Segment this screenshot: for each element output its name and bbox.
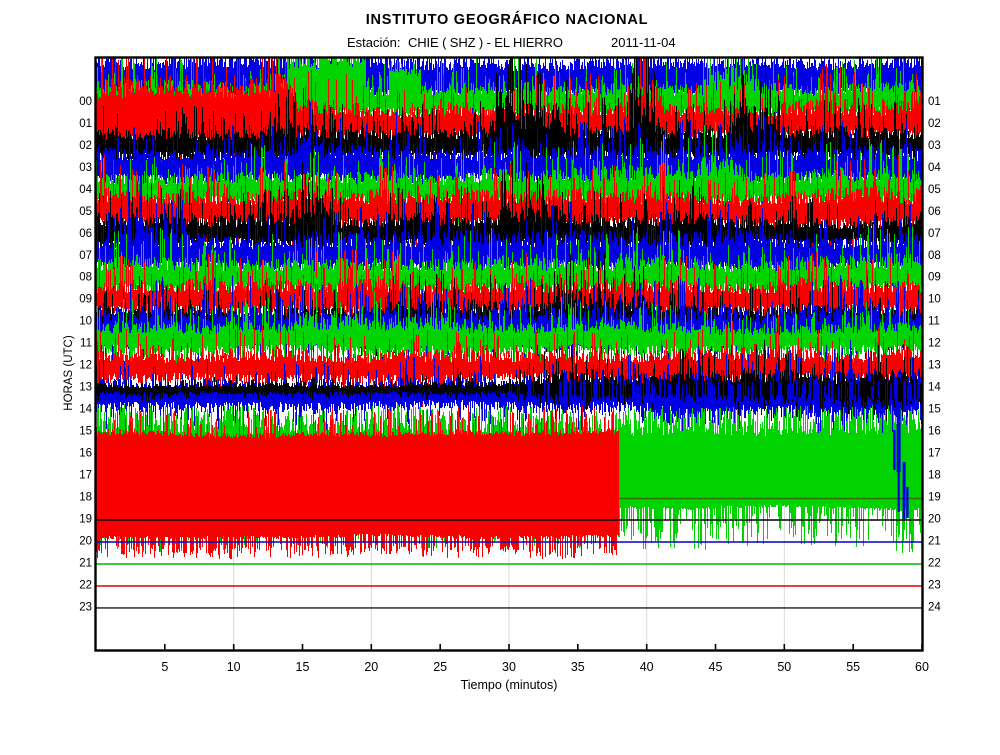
svg-text:Tiempo (minutos): Tiempo (minutos): [461, 678, 558, 692]
svg-text:10: 10: [79, 316, 92, 328]
svg-text:01: 01: [928, 96, 941, 108]
svg-text:21: 21: [928, 536, 941, 548]
svg-text:45: 45: [709, 660, 723, 674]
svg-text:30: 30: [502, 660, 516, 674]
svg-text:18: 18: [928, 470, 941, 482]
svg-text:22: 22: [928, 558, 941, 570]
svg-text:11: 11: [80, 338, 92, 350]
svg-text:10: 10: [928, 294, 941, 306]
svg-text:05: 05: [79, 206, 92, 218]
svg-text:24: 24: [928, 601, 941, 613]
svg-text:35: 35: [571, 660, 585, 674]
svg-text:08: 08: [928, 250, 941, 262]
svg-text:02: 02: [79, 140, 92, 152]
svg-text:23: 23: [79, 601, 92, 613]
svg-text:11: 11: [928, 316, 940, 328]
svg-text:HORAS (UTC): HORAS (UTC): [63, 335, 75, 411]
svg-text:08: 08: [79, 272, 92, 284]
svg-text:12: 12: [928, 338, 941, 350]
svg-text:01: 01: [79, 118, 92, 130]
svg-text:16: 16: [79, 448, 92, 460]
svg-text:09: 09: [928, 272, 941, 284]
svg-text:55: 55: [846, 660, 860, 674]
svg-text:04: 04: [928, 162, 941, 174]
svg-text:00: 00: [79, 96, 92, 108]
svg-text:10: 10: [227, 660, 241, 674]
svg-text:19: 19: [928, 492, 941, 504]
svg-text:06: 06: [928, 206, 941, 218]
svg-text:20: 20: [364, 660, 378, 674]
svg-text:16: 16: [928, 426, 941, 438]
svg-text:23: 23: [928, 580, 941, 592]
svg-text:22: 22: [79, 580, 92, 592]
svg-text:17: 17: [928, 448, 941, 460]
svg-text:14: 14: [928, 382, 941, 394]
svg-text:03: 03: [79, 162, 92, 174]
svg-text:17: 17: [79, 470, 92, 482]
svg-text:20: 20: [79, 536, 92, 548]
svg-text:07: 07: [79, 250, 92, 262]
svg-text:40: 40: [640, 660, 654, 674]
svg-text:INSTITUTO GEOGRÁFICO NACIONAL: INSTITUTO GEOGRÁFICO NACIONAL: [366, 11, 649, 28]
svg-text:50: 50: [777, 660, 791, 674]
svg-text:04: 04: [79, 184, 92, 196]
svg-text:02: 02: [928, 118, 941, 130]
svg-text:14: 14: [79, 404, 92, 416]
svg-text:13: 13: [79, 382, 92, 394]
svg-text:06: 06: [79, 228, 92, 240]
svg-text:09: 09: [79, 294, 92, 306]
svg-text:15: 15: [296, 660, 310, 674]
svg-text:19: 19: [79, 514, 92, 526]
svg-text:03: 03: [928, 140, 941, 152]
svg-text:12: 12: [79, 360, 92, 372]
svg-text:2011-11-04: 2011-11-04: [611, 35, 676, 50]
svg-text:Estación:: Estación:: [347, 35, 400, 50]
svg-text:07: 07: [928, 228, 941, 240]
svg-text:05: 05: [928, 184, 941, 196]
svg-text:15: 15: [928, 404, 941, 416]
svg-text:60: 60: [915, 660, 929, 674]
svg-text:13: 13: [928, 360, 941, 372]
svg-text:21: 21: [79, 558, 92, 570]
svg-text:25: 25: [433, 660, 447, 674]
svg-text:20: 20: [928, 514, 941, 526]
svg-text:CHIE ( SHZ ) - EL HIERRO: CHIE ( SHZ ) - EL HIERRO: [408, 35, 563, 50]
svg-text:5: 5: [161, 660, 168, 674]
svg-text:15: 15: [79, 426, 92, 438]
svg-text:18: 18: [79, 492, 92, 504]
